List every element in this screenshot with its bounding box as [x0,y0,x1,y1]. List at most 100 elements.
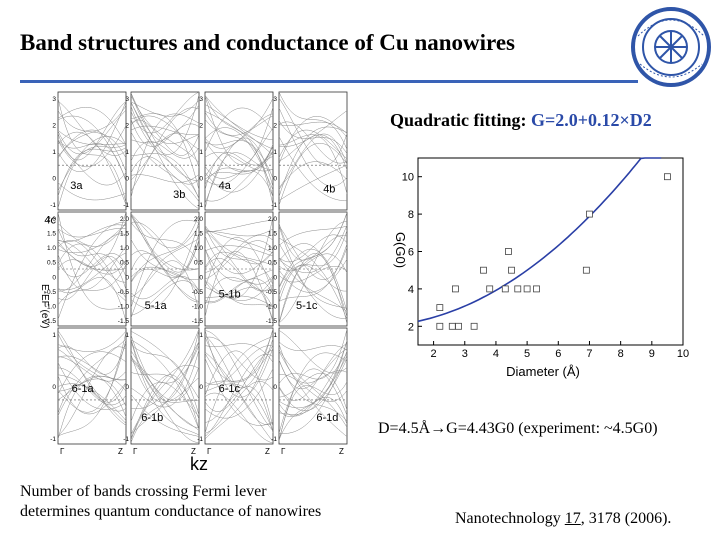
data-point [508,266,515,274]
band-curve [130,99,200,117]
band-curve [278,134,348,171]
band-curve [57,330,127,352]
band-curve [130,221,200,270]
band-curve [204,235,274,275]
band-panel-label: 6-1c [219,383,241,395]
band-tick-label: 0 [52,274,56,281]
band-tick-label: 2 [199,123,203,130]
band-curve [57,131,127,205]
ref-volume: 17 [564,510,581,527]
band-curve [204,250,274,268]
band-tick-label: 0 [199,274,203,281]
band-panel [130,91,200,211]
band-curve [278,340,348,415]
band-curve [57,221,127,320]
band-tick-label: 0 [125,176,129,183]
band-curve [130,372,200,420]
band-curve [204,224,274,266]
band-curve [130,339,200,430]
band-tick-label: 0 [273,274,277,281]
diameter-estimate: D=4.5Å→G=4.43G0 (experiment: ~4.5G0) [378,420,658,437]
band-curve [130,354,200,403]
band-curve [130,329,200,443]
data-point [436,304,444,312]
band-curve [130,141,200,162]
band-curve [130,213,200,302]
band-curve [204,226,274,285]
band-curve [130,153,200,199]
band-curve [130,221,200,309]
band-curve [204,278,274,304]
band-curve [278,133,348,189]
band-curve [130,125,200,135]
band-tick-label: 1.0 [194,245,203,252]
band-curve [57,105,127,159]
band-tick-label: 0.5 [268,260,277,267]
band-curve [278,264,348,303]
band-curve [278,143,348,206]
band-curve [57,351,127,395]
band-tick-label: -1 [50,202,56,209]
y-tick-label: 8 [408,209,414,221]
data-point [582,266,590,274]
band-curve [57,228,127,290]
band-tick-label: 0 [125,274,129,281]
band-panel-label: 6-1d [316,412,338,424]
band-tick-label: 1.5 [194,231,203,238]
band-curve [204,140,274,198]
band-tick-label: -1 [197,436,203,443]
band-panel-label: 4a [219,180,232,192]
data-point [505,248,512,255]
band-curve [130,133,200,181]
gamma-point-label: Γ [60,447,65,456]
band-curve [204,94,274,206]
band-curve [130,219,200,308]
band-curve [278,107,348,187]
slide-title: Band structures and conductance of Cu na… [20,30,515,55]
x-tick-label: 8 [618,348,624,360]
data-point [664,173,671,181]
conductance-diameter-chart: 2 3 4 5 6 7 8 9 10 2 4 6 8 10 Diameter (Å) G(G0) [393,157,689,379]
band-curve [278,258,348,293]
band-tick-label: 2.0 [194,216,203,223]
band-curve [130,328,200,441]
x-tick-label: 5 [524,348,530,360]
band-curve [57,383,127,421]
x-tick-label: 2 [431,348,437,360]
band-curve [204,111,274,136]
band-curve [204,165,274,197]
gamma-point-label: Γ [281,447,286,456]
band-curve [57,147,127,197]
band-curve [57,330,127,403]
band-curve [278,91,348,150]
band-curve [204,248,274,282]
band-structure-panels: 3a3210-13b3210-14a3210-14b3210-14c2.01.5… [39,91,348,474]
band-tick-label: -1 [123,202,129,209]
band-curve [204,275,274,305]
band-curve [57,101,127,172]
band-tick-label: 0 [125,384,129,391]
band-curve [278,237,348,320]
band-tick-label: 0 [273,176,277,183]
bands-caption: Number of bands crossing Fermi lever det… [20,482,321,522]
x-axis-label: Diameter (Å) [506,364,580,379]
band-curve [204,140,274,173]
band-curve [57,243,127,299]
energy-axis-label: E-EF (eV) [39,284,50,328]
band-curve [204,393,274,444]
band-tick-label: 1 [273,332,277,339]
band-tick-label: -1 [271,436,277,443]
band-curve [57,140,127,186]
band-tick-label: 1 [52,149,56,156]
band-tick-label: 1 [125,332,129,339]
band-curve [278,136,348,202]
reference-citation: Nanotechnology 17, 3178 (2006). [455,510,671,528]
band-tick-label: -0.5 [45,289,57,296]
band-tick-label: 1.0 [120,245,129,252]
band-curve [130,341,200,435]
band-curve [130,92,200,144]
band-curve [278,343,348,384]
data-point [448,322,456,330]
band-tick-label: 0 [199,176,203,183]
band-tick-label: 1 [199,149,203,156]
